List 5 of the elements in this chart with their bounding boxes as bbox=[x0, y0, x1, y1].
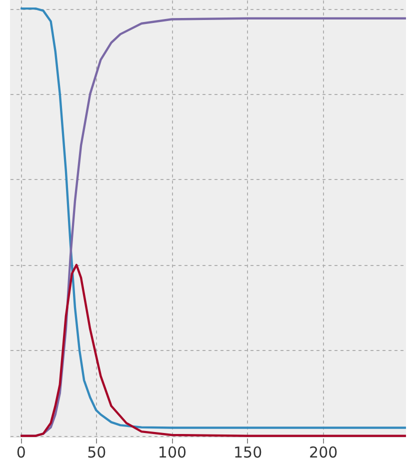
x-tick-label: 50 bbox=[87, 444, 106, 462]
x-tick-label: 200 bbox=[309, 444, 338, 462]
x-tick-label: 100 bbox=[158, 444, 187, 462]
x-tick-label: 150 bbox=[233, 444, 262, 462]
x-tick-label: 0 bbox=[16, 444, 26, 462]
